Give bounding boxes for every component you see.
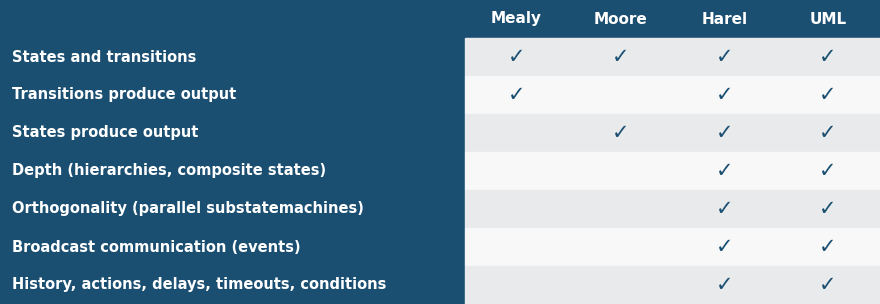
- Text: ✓: ✓: [508, 85, 525, 105]
- Bar: [465, 228, 880, 266]
- Text: ✓: ✓: [819, 199, 837, 219]
- Text: ✓: ✓: [819, 47, 837, 67]
- Bar: [465, 152, 880, 190]
- Text: UML: UML: [810, 12, 847, 26]
- Text: ✓: ✓: [819, 275, 837, 295]
- Text: ✓: ✓: [508, 47, 525, 67]
- Bar: [465, 190, 880, 228]
- Bar: [465, 38, 880, 76]
- Text: States produce output: States produce output: [12, 126, 198, 140]
- Text: History, actions, delays, timeouts, conditions: History, actions, delays, timeouts, cond…: [12, 278, 386, 292]
- Text: ✓: ✓: [715, 85, 733, 105]
- Text: ✓: ✓: [715, 199, 733, 219]
- Text: States and transitions: States and transitions: [12, 50, 196, 64]
- Text: ✓: ✓: [819, 123, 837, 143]
- Text: ✓: ✓: [715, 275, 733, 295]
- Text: Orthogonality (parallel substatemachines): Orthogonality (parallel substatemachines…: [12, 202, 363, 216]
- Text: ✓: ✓: [612, 123, 629, 143]
- Text: ✓: ✓: [715, 161, 733, 181]
- Text: ✓: ✓: [715, 123, 733, 143]
- Bar: [465, 266, 880, 304]
- Bar: [465, 76, 880, 114]
- Text: Moore: Moore: [593, 12, 648, 26]
- Text: Transitions produce output: Transitions produce output: [12, 88, 236, 102]
- Text: ✓: ✓: [819, 85, 837, 105]
- Text: ✓: ✓: [612, 47, 629, 67]
- Text: ✓: ✓: [715, 47, 733, 67]
- Text: Broadcast communication (events): Broadcast communication (events): [12, 240, 301, 254]
- Bar: [465, 114, 880, 152]
- Text: ✓: ✓: [715, 237, 733, 257]
- Text: Depth (hierarchies, composite states): Depth (hierarchies, composite states): [12, 164, 326, 178]
- Text: ✓: ✓: [819, 237, 837, 257]
- Text: Mealy: Mealy: [491, 12, 542, 26]
- Text: ✓: ✓: [819, 161, 837, 181]
- Text: Harel: Harel: [701, 12, 747, 26]
